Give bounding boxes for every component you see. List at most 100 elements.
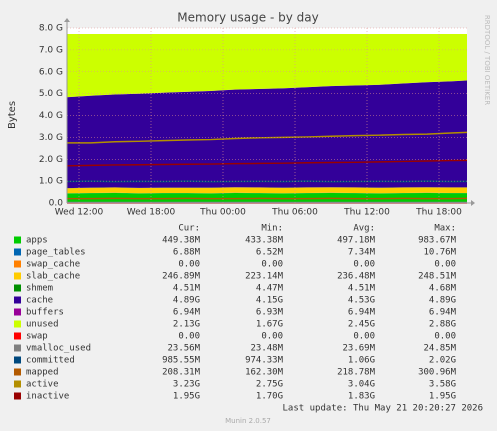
legend-swatch — [14, 392, 21, 400]
legend-stat: 0.00 — [353, 332, 375, 342]
legend-stat: 4.89G — [429, 296, 456, 306]
legend-stat: 208.31M — [162, 368, 201, 378]
legend-header: Max: — [434, 224, 456, 234]
x-tick-label: Wed 12:00 — [55, 208, 104, 218]
legend-stat: 983.67M — [418, 236, 457, 246]
legend-swatch — [14, 236, 21, 244]
legend-swatch — [14, 308, 21, 316]
legend-swatch — [14, 356, 21, 364]
chart-title: Memory usage - by day — [177, 11, 318, 25]
legend-swatch — [14, 380, 21, 388]
legend-stat: 2.88G — [429, 320, 456, 330]
legend-stat: 236.48M — [337, 272, 376, 282]
legend-label: buffers — [26, 308, 64, 318]
legend-stat: 985.55M — [162, 356, 201, 366]
legend-swatch — [14, 320, 21, 328]
legend-stat: 0.00 — [178, 260, 200, 270]
legend-stat: 6.94M — [348, 308, 376, 318]
legend-stat: 162.30M — [245, 368, 284, 378]
legend-label: swap — [26, 332, 48, 342]
legend-stat: 218.78M — [337, 368, 376, 378]
legend-stat: 24.85M — [423, 344, 456, 354]
legend-stat: 6.93M — [256, 308, 284, 318]
legend-stat: 2.45G — [348, 320, 375, 330]
x-tick-label: Thu 18:00 — [415, 208, 462, 218]
legend-stat: 2.13G — [173, 320, 200, 330]
legend-stat: 497.18M — [337, 236, 376, 246]
legend-swatch — [14, 368, 21, 376]
legend: Cur: Min: Avg: Max: apps 449.38M 433.38M 497.18… — [14, 224, 457, 402]
legend-stat: 4.68M — [429, 284, 457, 294]
legend-stat: 223.14M — [245, 272, 284, 282]
legend-stat: 7.34M — [348, 248, 376, 258]
legend-label: cache — [26, 296, 53, 306]
y-tick-label: 6.0 G — [39, 67, 63, 77]
plot — [66, 27, 468, 204]
area-cache — [67, 80, 467, 189]
legend-stat: 449.38M — [162, 236, 201, 246]
side-label: RRDTOOL / TOBI OETIKER — [483, 15, 491, 105]
y-tick-label: 1.0 G — [39, 177, 63, 187]
legend-header: Avg: — [353, 224, 375, 234]
legend-stat: 4.89G — [173, 296, 200, 306]
y-tick-label: 3.0 G — [39, 133, 63, 143]
legend-stat: 246.89M — [162, 272, 201, 282]
legend-stat: 0.00 — [261, 332, 283, 342]
legend-stat: 1.95G — [429, 392, 456, 402]
version: Munin 2.0.57 — [225, 417, 271, 425]
y-tick-label: 5.0 G — [39, 89, 63, 99]
legend-swatch — [14, 272, 21, 280]
legend-label: page_tables — [26, 248, 86, 258]
area-slab-cache — [67, 187, 467, 194]
legend-stat: 6.94M — [429, 308, 457, 318]
legend-stat: 6.52M — [256, 248, 284, 258]
legend-stat: 4.51M — [348, 284, 376, 294]
x-tick-label: Thu 12:00 — [343, 208, 390, 218]
line-inactive — [66, 159, 468, 167]
legend-stat: 3.04G — [348, 380, 375, 390]
legend-swatch — [14, 284, 21, 292]
legend-swatch — [14, 344, 21, 352]
legend-label: unused — [26, 320, 59, 330]
footer: Last update: Thu May 21 20:20:27 2026 — [283, 404, 483, 414]
legend-swatch — [14, 296, 21, 304]
legend-stat: 0.00 — [261, 260, 283, 270]
legend-swatch — [14, 332, 21, 340]
legend-label: inactive — [26, 392, 69, 402]
y-tick-label: 4.0 G — [39, 111, 63, 121]
legend-label: shmem — [26, 284, 53, 294]
line-committed — [66, 180, 468, 183]
legend-stat: 2.02G — [429, 356, 456, 366]
legend-header: Cur: — [178, 224, 200, 234]
y-tick-label: 2.0 G — [39, 155, 63, 165]
x-tick-label: Thu 06:00 — [271, 208, 318, 218]
legend-stat: 1.70G — [256, 392, 283, 402]
legend-label: apps — [26, 236, 48, 246]
x-axis-arrow — [471, 200, 475, 206]
legend-stat: 300.96M — [418, 368, 457, 378]
legend-swatch — [14, 260, 21, 268]
legend-stat: 3.58G — [429, 380, 456, 390]
legend-stat: 1.83G — [348, 392, 375, 402]
x-tick-label: Wed 18:00 — [127, 208, 176, 218]
legend-stat: 0.00 — [434, 332, 456, 342]
legend-stat: 974.33M — [245, 356, 284, 366]
y-tick-label: 8.0 G — [39, 24, 63, 34]
legend-stat: 0.00 — [353, 260, 375, 270]
y-tick-label: 0.0 — [49, 199, 64, 209]
legend-stat: 4.51M — [173, 284, 201, 294]
legend-swatch — [14, 248, 21, 256]
x-tick-label: Thu 00:00 — [199, 208, 246, 218]
legend-stat: 1.06G — [348, 356, 375, 366]
legend-stat: 4.53G — [348, 296, 375, 306]
legend-stat: 23.48M — [250, 344, 283, 354]
y-axis-arrow — [64, 18, 70, 22]
legend-stat: 3.23G — [173, 380, 200, 390]
legend-label: swap_cache — [26, 260, 80, 270]
legend-stat: 0.00 — [434, 260, 456, 270]
legend-stat: 6.88M — [173, 248, 201, 258]
legend-stat: 10.76M — [423, 248, 456, 258]
legend-label: active — [26, 380, 59, 390]
